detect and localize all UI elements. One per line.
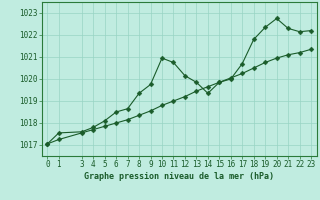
X-axis label: Graphe pression niveau de la mer (hPa): Graphe pression niveau de la mer (hPa)	[84, 172, 274, 181]
